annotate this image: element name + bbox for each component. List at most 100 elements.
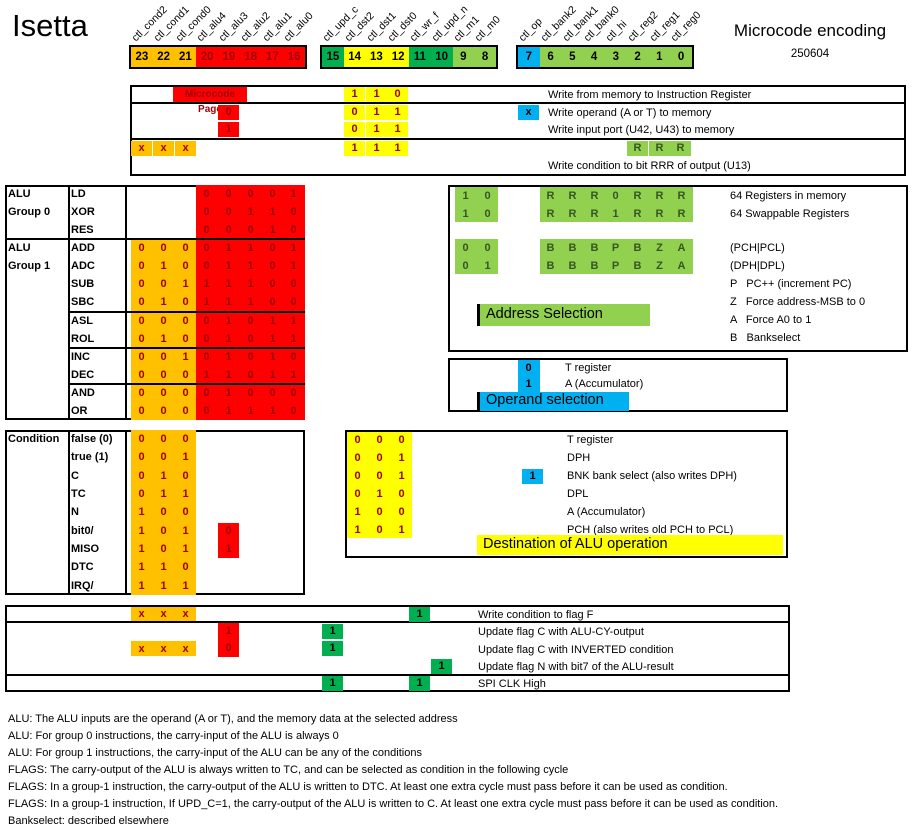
operand-selection-cell: 0 [525, 362, 532, 374]
alu-cell: 0 [269, 278, 276, 290]
flags-divider [5, 674, 790, 676]
flags-text: SPI CLK High [478, 678, 546, 690]
operand-selection-label-bar: Operand selection [477, 392, 629, 411]
address-selection-cell: R [655, 190, 664, 202]
alu-cell: 0 [203, 351, 210, 363]
address-selection-block [455, 239, 498, 274]
alu-cell: 0 [269, 387, 276, 399]
address-selection-cell: R [568, 190, 577, 202]
address-selection-cell: 0 [462, 242, 469, 254]
alu-cell: 0 [225, 188, 232, 200]
address-selection-cell: R [655, 208, 664, 220]
condition-cell: 0 [138, 451, 145, 463]
alu-destination-cell: 0 [354, 452, 361, 464]
memory-write-cell: 0 [218, 105, 239, 120]
alu-cell: 0 [203, 242, 210, 254]
footnote-line: ALU: For group 1 instructions, the carry… [8, 747, 422, 759]
alu-cell: 0 [182, 296, 189, 308]
memory-write-cell: R [649, 141, 670, 156]
condition-cell: 1 [138, 561, 145, 573]
alu-destination-text: BNK bank select (also writes DPH) [567, 470, 737, 482]
address-selection-cell: B [546, 260, 555, 272]
condition-cell: 1 [225, 543, 232, 555]
address-selection-cell: R [568, 208, 577, 220]
alu-text: SBC [71, 296, 95, 308]
alu-destination-cell: 0 [354, 488, 361, 500]
alu-text: ALU [8, 242, 31, 254]
address-selection-cell: 1 [462, 190, 469, 202]
memory-write-text: Write condition to bit RRR of output (U1… [548, 160, 751, 172]
alu-cell: 0 [182, 387, 189, 399]
alu-cell: 1 [269, 351, 276, 363]
alu-cell: 1 [269, 206, 276, 218]
alu-text: DEC [71, 369, 95, 381]
address-selection-block [540, 187, 693, 222]
bit-number-cell: 20 [196, 47, 218, 67]
alu-cell: 0 [138, 369, 145, 381]
alu-cell: 0 [160, 315, 167, 327]
alu-cell: 1 [182, 278, 189, 290]
address-selection-text: 64 Swappable Registers [730, 208, 850, 220]
condition-cell: 1 [160, 561, 167, 573]
alu-cell: 0 [203, 206, 210, 218]
memory-write-cell: 1 [366, 105, 387, 120]
alu-cell: 0 [182, 315, 189, 327]
alu-divider [68, 185, 70, 420]
alu-destination-cell: 0 [398, 488, 405, 500]
condition-divider [125, 430, 127, 595]
alu-cell: 1 [203, 369, 210, 381]
bit-group-frame [516, 45, 694, 69]
operand-selection-text: T register [565, 362, 612, 374]
condition-cell: 0 [182, 433, 189, 445]
footnote-line: ALU: For group 0 instructions, the carry… [8, 730, 339, 742]
address-selection-cell: R [633, 208, 642, 220]
alu-cell: 1 [225, 333, 232, 345]
condition-cell: 1 [182, 488, 189, 500]
operand-selection-cell: 1 [525, 378, 532, 390]
address-selection-cell: R [677, 190, 686, 202]
alu-text: ROL [71, 333, 95, 345]
condition-cell: 1 [138, 580, 145, 592]
bit-number-cell: 23 [131, 47, 153, 67]
address-selection-frame [448, 185, 908, 352]
address-selection-text: B Bankselect [730, 332, 801, 344]
bit-number-cell: 10 [430, 47, 453, 67]
condition-cell: 0 [160, 543, 167, 555]
memory-write-cell: Microcode Page [173, 87, 247, 115]
alu-cell: 0 [160, 405, 167, 417]
alu-text: AND [71, 387, 95, 399]
alu-cell: 0 [269, 242, 276, 254]
condition-cell: 0 [138, 470, 145, 482]
alu-cell: 0 [269, 260, 276, 272]
alu-destination-cell: 0 [376, 470, 383, 482]
alu-cell: 0 [182, 369, 189, 381]
alu-text: XOR [71, 206, 95, 218]
memory-write-cell: x [518, 105, 539, 120]
footnote-line: FLAGS: In a group-1 instruction, the car… [8, 781, 728, 793]
address-selection-cell: B [590, 260, 599, 272]
bit-group-frame [320, 45, 498, 69]
memory-write-cell: 1 [366, 122, 387, 137]
memory-write-cell: 1 [344, 87, 365, 102]
alu-cell: 0 [290, 224, 297, 236]
alu-destination-cell: 1 [398, 452, 405, 464]
alu-cell: 1 [225, 242, 232, 254]
alu-destination-block [347, 432, 412, 538]
condition-cell: 0 [182, 470, 189, 482]
alu-cell: 0 [203, 387, 210, 399]
condition-text: C [71, 470, 79, 482]
bit-number-cell: 1 [648, 47, 671, 67]
alu-cell: 1 [160, 296, 167, 308]
alu-cell: 0 [225, 206, 232, 218]
alu-destination-text: T register [567, 434, 614, 446]
address-selection-block [540, 239, 693, 274]
alu-destination-text: DPL [567, 488, 589, 500]
address-selection-cell: 0 [484, 242, 491, 254]
alu-divider [5, 238, 305, 240]
footnote-line: FLAGS: In a group-1 instruction, If UPD_… [8, 798, 779, 810]
alu-cell: 0 [160, 351, 167, 363]
bit-number-cell: 12 [387, 47, 409, 67]
address-selection-cell: A [677, 260, 686, 272]
condition-cell: 0 [160, 451, 167, 463]
alu-destination-text: A (Accumulator) [567, 506, 646, 518]
